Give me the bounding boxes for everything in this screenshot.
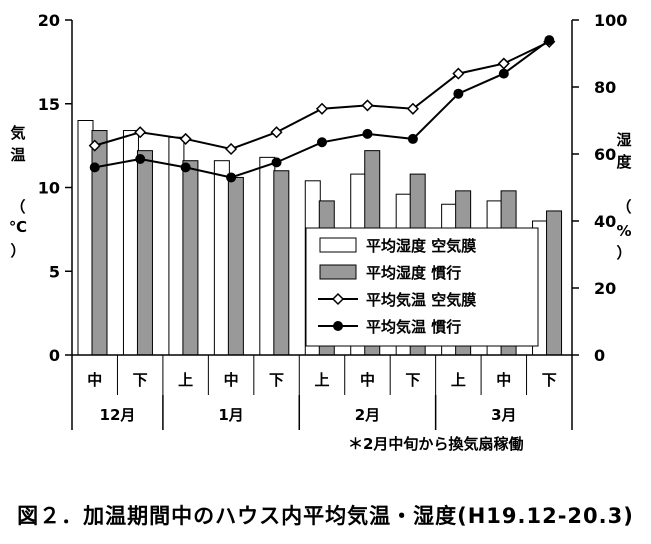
legend-label: 平均気温 慣行 <box>366 318 461 336</box>
left-axis-label-char: ℃ <box>9 218 27 236</box>
category-label: 上 <box>314 371 329 389</box>
point-temperature-conventional-6 <box>362 128 373 139</box>
category-label: 下 <box>133 371 148 389</box>
bar-humidity-conventional-10 <box>546 210 563 356</box>
right-tick-label: 40 <box>594 212 616 231</box>
temperature-lines <box>88 35 556 183</box>
month-label: 3月 <box>491 406 516 424</box>
bar-humidity-air-film-1 <box>122 130 139 356</box>
right-tick-label: 60 <box>594 145 616 164</box>
axes <box>71 20 573 356</box>
point-temperature-conventional-1 <box>135 154 146 165</box>
bar-humidity-conventional-1 <box>136 150 153 356</box>
category-label: 中 <box>496 371 511 389</box>
point-temperature-air-film-1 <box>134 126 147 139</box>
point-temperature-conventional-9 <box>498 68 509 79</box>
bar-humidity-air-film-4 <box>259 156 276 356</box>
point-temperature-air-film-2 <box>179 132 192 145</box>
category-label: 下 <box>405 371 420 389</box>
left-axis-ticks: 0 5 10 15 20 <box>38 11 72 365</box>
point-temperature-air-film-6 <box>361 99 374 112</box>
left-tick-label: 20 <box>38 11 60 30</box>
bar-humidity-air-film-0 <box>77 120 94 356</box>
right-axis-label-char: 湿 <box>616 131 631 149</box>
right-axis-ticks: 0 20 40 60 80 100 <box>572 11 627 365</box>
left-axis-label-char: 温 <box>10 146 25 164</box>
category-label: 中 <box>360 371 375 389</box>
bar-humidity-conventional-4 <box>273 170 290 356</box>
category-label: 下 <box>269 371 284 389</box>
left-tick-label: 10 <box>38 179 60 198</box>
category-label: 中 <box>87 371 102 389</box>
legend-marker-diamond <box>331 292 345 306</box>
left-tick-label: 15 <box>38 95 60 114</box>
point-temperature-conventional-5 <box>317 137 327 148</box>
point-temperature-conventional-2 <box>180 162 191 173</box>
category-label: 上 <box>451 371 466 389</box>
point-temperature-conventional-3 <box>226 172 237 183</box>
right-axis-label: 湿度 （% ） <box>616 131 632 262</box>
left-tick-label: 0 <box>49 346 60 365</box>
left-axis-label-char: （ <box>10 198 25 216</box>
right-axis-label-char: 度 <box>616 153 632 171</box>
legend-marker-circle <box>333 321 343 331</box>
point-temperature-air-film-3 <box>225 142 238 156</box>
right-tick-label: 100 <box>594 11 627 30</box>
category-label: 上 <box>178 371 193 389</box>
legend-swatch-bar <box>319 264 357 280</box>
right-axis-label-char: % <box>616 222 631 240</box>
month-label: 12月 <box>100 406 136 424</box>
right-tick-label: 0 <box>594 346 605 365</box>
legend-label: 平均湿度 慣行 <box>366 264 461 282</box>
category-label: 中 <box>224 371 239 389</box>
x-axis-categories: 中 下 上 中 下 上 中 下 上 中 下 12月 1月 2月 3月 <box>71 355 573 430</box>
point-temperature-air-film-8 <box>452 67 465 80</box>
point-temperature-air-film-5 <box>315 102 329 115</box>
category-label: 下 <box>542 371 557 389</box>
bar-humidity-conventional-2 <box>182 160 199 356</box>
left-axis-label-char: ） <box>10 242 25 260</box>
legend-label: 平均気温 空気膜 <box>366 291 476 309</box>
point-temperature-conventional-10 <box>544 35 555 46</box>
point-temperature-conventional-4 <box>271 157 282 168</box>
bar-humidity-air-film-3 <box>213 160 230 356</box>
point-temperature-air-film-0 <box>88 139 101 152</box>
right-tick-label: 80 <box>594 78 616 97</box>
point-temperature-air-film-7 <box>406 102 419 115</box>
chart: 0 5 10 15 20 0 20 40 60 80 100 気温 （ ℃ ） 湿度 （% ） 中 下 上 中 下 上… <box>9 11 633 453</box>
point-temperature-conventional-0 <box>89 162 100 173</box>
left-axis-label: 気温 （ ℃ ） <box>9 124 27 260</box>
left-axis-label-char: 気 <box>10 124 25 142</box>
legend-swatch-bar <box>319 237 357 253</box>
annotation: ＊2月中旬から換気扇稼働 <box>348 435 523 453</box>
month-label: 2月 <box>355 406 380 424</box>
point-temperature-conventional-8 <box>453 88 464 99</box>
bar-humidity-conventional-3 <box>227 176 244 356</box>
point-temperature-air-film-4 <box>270 126 283 139</box>
right-axis-label-char: （ <box>616 198 631 216</box>
left-tick-label: 5 <box>49 262 60 281</box>
month-label: 1月 <box>218 406 243 424</box>
line-temperature-air-film <box>94 40 550 151</box>
point-temperature-conventional-7 <box>407 133 418 144</box>
legend-label: 平均湿度 空気膜 <box>366 237 476 255</box>
figure-caption: 図２．加温期間中のハウス内平均気温・湿度(H19.12-20.3) <box>17 504 634 528</box>
right-tick-label: 20 <box>594 279 616 298</box>
right-axis-label-char: ） <box>616 244 631 262</box>
point-temperature-air-film-9 <box>497 57 510 70</box>
